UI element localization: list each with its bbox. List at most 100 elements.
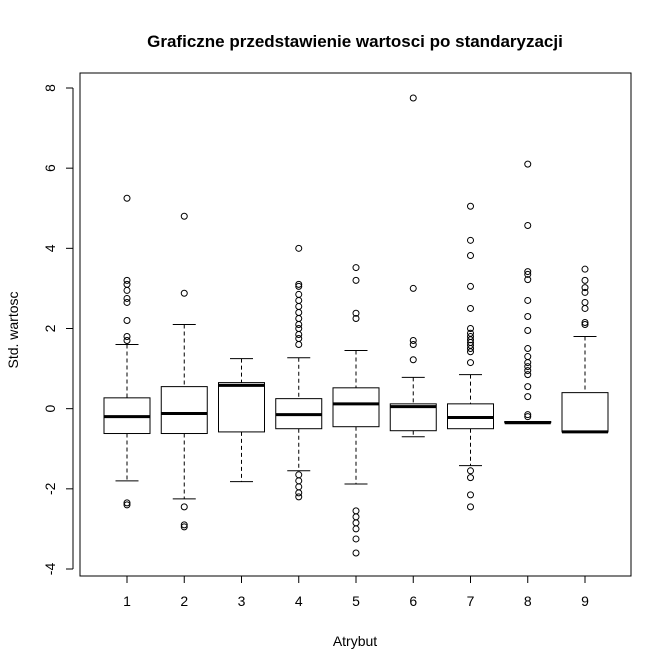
outlier-point bbox=[581, 284, 589, 292]
outlier-point bbox=[295, 290, 303, 298]
outlier-point bbox=[123, 333, 131, 341]
outlier-point bbox=[180, 521, 188, 529]
plot-area-frame bbox=[79, 72, 632, 577]
outlier-point bbox=[524, 312, 532, 320]
outlier-point bbox=[409, 356, 417, 364]
outlier-point bbox=[524, 367, 532, 375]
x-tick-label: 5 bbox=[352, 593, 360, 609]
outlier-point bbox=[467, 304, 474, 312]
x-tick-label: 2 bbox=[180, 593, 188, 609]
box-6 bbox=[389, 94, 437, 438]
outlier-point bbox=[352, 276, 360, 284]
y-axis: -4 -2 0 2 4 6 8 bbox=[42, 84, 74, 575]
outlier-point bbox=[467, 491, 474, 499]
x-tick-label: 7 bbox=[467, 593, 475, 609]
outlier-point bbox=[467, 345, 474, 353]
box-rect bbox=[332, 387, 380, 428]
outlier-point bbox=[524, 160, 532, 168]
outlier-point bbox=[352, 264, 360, 272]
outlier-point bbox=[180, 523, 188, 531]
box-8 bbox=[504, 160, 552, 425]
outlier-point bbox=[295, 325, 303, 332]
box-rect bbox=[218, 382, 265, 433]
outlier-point bbox=[123, 501, 131, 509]
outlier-point bbox=[581, 288, 589, 296]
outlier-point bbox=[524, 411, 532, 419]
outlier-point bbox=[524, 363, 532, 371]
outlier-point bbox=[352, 507, 360, 515]
x-tick-label: 4 bbox=[295, 593, 303, 609]
outlier-point bbox=[467, 348, 474, 356]
outlier-point bbox=[524, 270, 532, 278]
outlier-point bbox=[352, 309, 360, 317]
outlier-point bbox=[467, 359, 474, 367]
outlier-point bbox=[409, 94, 417, 102]
y-axis-label: Std. wartosc bbox=[5, 291, 21, 368]
box-3 bbox=[218, 358, 265, 483]
outlier-point bbox=[581, 320, 589, 328]
outlier-point bbox=[524, 276, 532, 284]
box-4 bbox=[275, 244, 323, 501]
outlier-point bbox=[180, 212, 188, 220]
outlier-point bbox=[123, 286, 131, 294]
y-tick-label: 2 bbox=[42, 324, 58, 332]
outlier-point bbox=[467, 325, 474, 332]
outlier-point bbox=[295, 282, 303, 290]
outlier-point bbox=[467, 252, 474, 260]
outlier-point bbox=[524, 353, 532, 361]
outlier-point bbox=[467, 282, 474, 290]
outlier-point bbox=[295, 280, 303, 288]
box-7 bbox=[447, 202, 494, 511]
outlier-point bbox=[581, 276, 589, 284]
outlier-point bbox=[581, 318, 589, 326]
outlier-point bbox=[295, 302, 303, 310]
y-tick-label: 6 bbox=[42, 164, 58, 172]
outlier-point bbox=[295, 493, 303, 501]
outlier-point bbox=[352, 549, 360, 557]
y-tick-label: 4 bbox=[42, 244, 58, 252]
outlier-point bbox=[467, 503, 474, 511]
outlier-point bbox=[467, 202, 474, 210]
outlier-point bbox=[180, 503, 188, 511]
outlier-point bbox=[581, 304, 589, 312]
outlier-point bbox=[295, 471, 303, 479]
y-tick-label: 8 bbox=[42, 84, 58, 92]
x-tick-label: 3 bbox=[238, 593, 246, 609]
outlier-point bbox=[123, 280, 131, 288]
outlier-point bbox=[524, 359, 532, 367]
x-tick-label: 9 bbox=[581, 593, 589, 609]
outlier-point bbox=[352, 519, 360, 527]
outlier-point bbox=[524, 383, 532, 391]
outlier-point bbox=[524, 345, 532, 353]
outlier-point bbox=[123, 337, 131, 345]
outlier-point bbox=[409, 337, 417, 345]
outlier-point bbox=[524, 268, 532, 276]
x-tick-label: 8 bbox=[524, 593, 532, 609]
outlier-point bbox=[295, 483, 303, 491]
outlier-point bbox=[295, 341, 303, 349]
box-5 bbox=[332, 264, 380, 557]
outlier-point bbox=[123, 316, 131, 324]
box-rect bbox=[561, 392, 609, 433]
outlier-point bbox=[123, 276, 131, 284]
outlier-point bbox=[524, 413, 532, 421]
outlier-point bbox=[295, 308, 303, 316]
outlier-point bbox=[295, 320, 303, 328]
x-axis: 1 2 3 4 5 6 7 8 9 bbox=[123, 575, 589, 609]
outlier-point bbox=[524, 393, 532, 401]
outlier-point bbox=[180, 289, 188, 297]
x-tick-label: 1 bbox=[123, 593, 131, 609]
outlier-point bbox=[467, 236, 474, 244]
outlier-point bbox=[123, 294, 131, 302]
outlier-point bbox=[352, 525, 360, 533]
outlier-point bbox=[581, 298, 589, 306]
y-tick-label: -2 bbox=[42, 482, 58, 495]
box-2 bbox=[160, 212, 208, 531]
outlier-point bbox=[295, 489, 303, 497]
x-axis-label: Atrybut bbox=[333, 633, 377, 649]
outlier-point bbox=[123, 298, 131, 306]
outlier-point bbox=[295, 296, 303, 304]
outlier-point bbox=[581, 265, 589, 273]
outlier-point bbox=[295, 477, 303, 485]
